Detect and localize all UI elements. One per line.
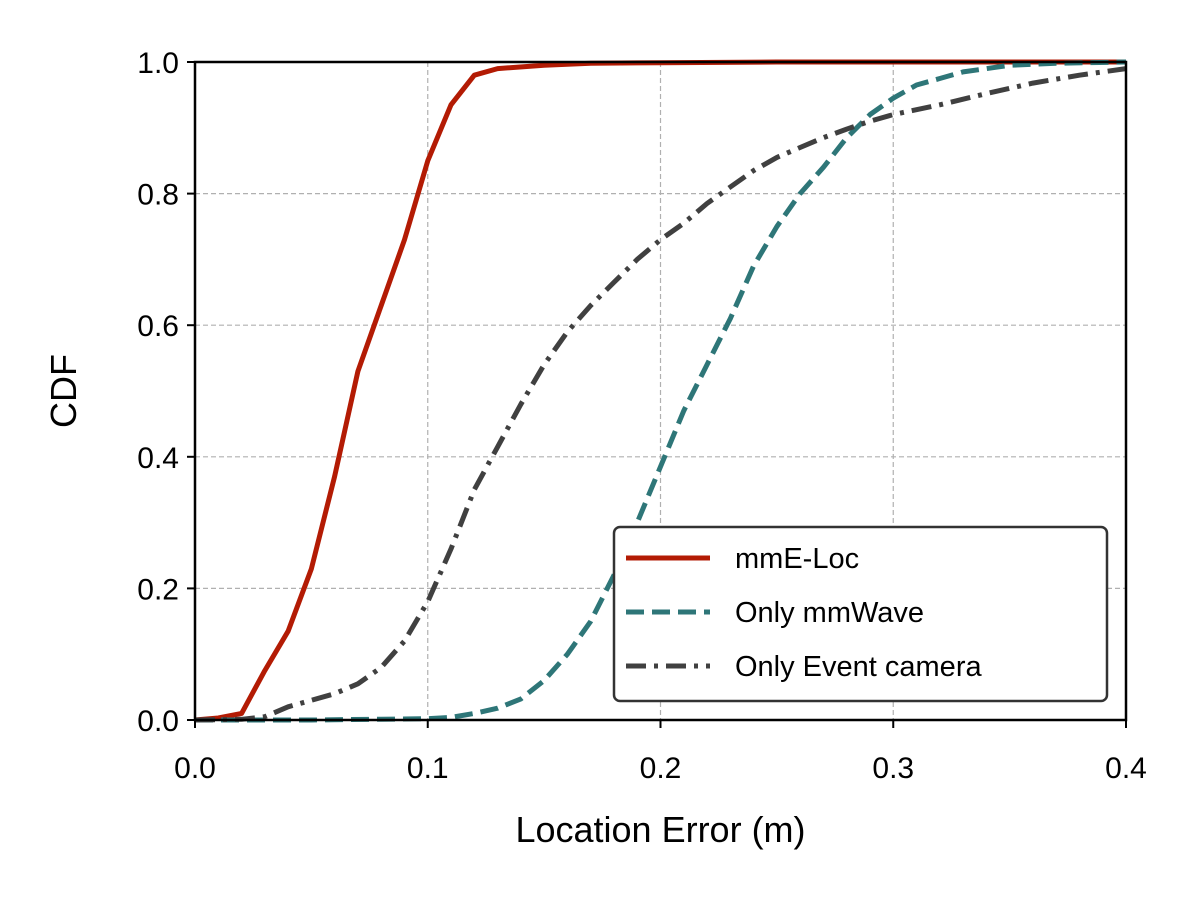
legend-label-0: mmE-Loc <box>735 543 859 575</box>
legend: mmE-Loc Only mmWave Only Event camera <box>612 525 1109 703</box>
legend-label-1: Only mmWave <box>735 597 924 629</box>
x-tick-label-3: 0.3 <box>872 752 914 785</box>
x-tick-label-2: 0.2 <box>640 752 682 785</box>
x-axis-title: Location Error (m) <box>515 809 805 850</box>
legend-box <box>612 525 1109 703</box>
y-tick-label-0: 0.0 <box>137 705 179 738</box>
y-tick-label-5: 1.0 <box>137 47 179 80</box>
y-tick-label-1: 0.2 <box>137 573 179 606</box>
x-tick-label-4: 0.4 <box>1105 752 1147 785</box>
series-line-only-event-camera <box>194 66 1127 723</box>
series-line-only-mmwave <box>195 59 1127 723</box>
y-tick-label-3: 0.6 <box>137 310 179 343</box>
legend-label-2: Only Event camera <box>735 651 982 683</box>
y-tick-label-4: 0.8 <box>137 179 179 212</box>
x-tick-label-0: 0.0 <box>174 752 216 785</box>
y-tick-label-2: 0.4 <box>137 442 179 475</box>
x-tick-label-1: 0.1 <box>407 752 449 785</box>
y-axis-title: CDF <box>43 354 84 428</box>
tick-layer: 0.0 0.1 0.2 0.3 0.4 0.0 0.2 0.4 0.6 0.8 1.0 <box>137 47 1147 785</box>
